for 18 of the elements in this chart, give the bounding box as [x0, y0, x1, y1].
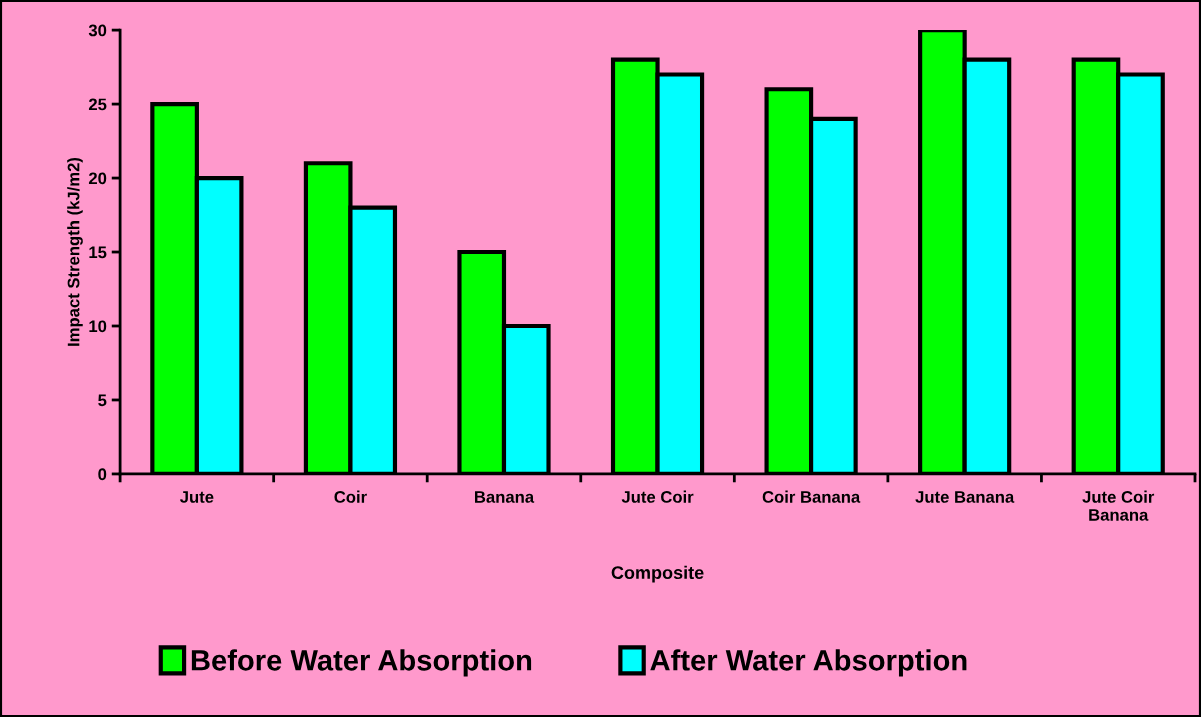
y-tick-label: 15: [89, 246, 107, 259]
x-tick-label: Jute Coir: [621, 490, 694, 503]
y-tick-label: 5: [98, 394, 107, 407]
x-tick-label: Jute: [180, 491, 214, 503]
y-axis-title: Impact Strength (kJ/m2): [67, 157, 83, 346]
y-tick-label: 10: [89, 320, 107, 333]
y-tick-label: 30: [88, 24, 107, 37]
x-tick-label: Banana: [475, 491, 535, 503]
legend-label: Before Water Absorption: [191, 649, 532, 677]
y-tick-label: 20: [88, 172, 107, 185]
legend-label: After Water Absorption: [650, 649, 967, 677]
x-tick-label: Jute Coir Banana: [1082, 490, 1155, 521]
x-tick-label: Jute Banana: [915, 491, 1015, 503]
y-tick-label: 25: [88, 98, 107, 111]
x-tick-label: Coir: [334, 490, 367, 503]
y-tick-label: 0: [98, 468, 107, 481]
x-axis-title: Composite: [611, 565, 704, 583]
x-tick-label: Coir Banana: [762, 490, 861, 503]
